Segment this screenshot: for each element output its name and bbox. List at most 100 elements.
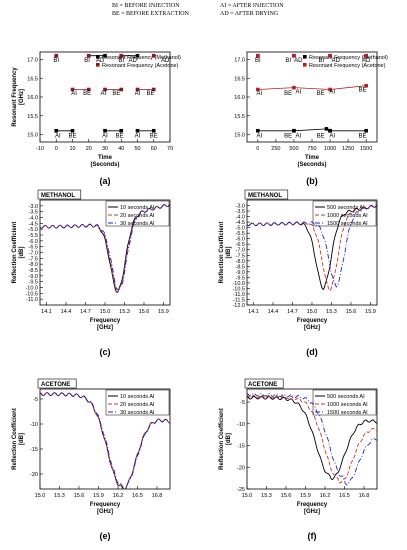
sample-tag: METHANOL bbox=[41, 193, 75, 199]
y-tick-label: -8.5 bbox=[29, 268, 38, 274]
data-point bbox=[324, 127, 329, 131]
x-tick-label: 15.0 bbox=[242, 493, 253, 499]
series-line bbox=[247, 394, 377, 484]
sample-tag: METHANOL bbox=[248, 193, 282, 199]
x-tick-label: 15.3 bbox=[261, 493, 272, 499]
chart-c: 14.1 14.4 14.7 15.0 15.3 15.6 15.9 -3.0-3.5-4.0… bbox=[12, 189, 171, 357]
x-tick-label: 500 bbox=[289, 146, 298, 152]
annotation-label: AI bbox=[135, 91, 141, 97]
y-tick-label: -5.0 bbox=[236, 226, 245, 232]
annotation-label: BE bbox=[68, 134, 76, 140]
series-line bbox=[247, 392, 377, 486]
y-tick-label: 17.0 bbox=[234, 58, 245, 64]
x-tick-label: 15.9 bbox=[300, 493, 311, 499]
data-point bbox=[292, 85, 296, 90]
annotation-label: BE bbox=[116, 134, 124, 140]
x-tick-label: 10 bbox=[69, 146, 75, 152]
data-point bbox=[292, 128, 296, 133]
data-point bbox=[70, 128, 75, 133]
legend-label: 20 seconds AI bbox=[120, 402, 155, 408]
x-tick-label: -10 bbox=[36, 146, 44, 152]
x-axis-title: [GHz] bbox=[304, 509, 320, 515]
x-tick-label: 20 bbox=[86, 146, 92, 152]
legend-label: 10 seconds AI bbox=[120, 205, 155, 211]
legend-label: 30 seconds AI bbox=[120, 221, 155, 227]
series-line bbox=[257, 85, 367, 90]
data-point bbox=[364, 128, 368, 133]
x-axis-title: [GHz] bbox=[97, 509, 113, 515]
annotation-label: AI bbox=[101, 91, 107, 97]
data-point bbox=[256, 87, 260, 92]
data-point bbox=[103, 53, 107, 58]
data-point bbox=[364, 53, 368, 58]
y-axis-title: Reflection Coefficient bbox=[12, 408, 18, 470]
x-tick-label: 15.0 bbox=[100, 309, 111, 315]
x-tick-label: 15.3 bbox=[326, 309, 337, 315]
y-tick-label: -5.5 bbox=[236, 231, 245, 237]
annotation-label: AD bbox=[128, 58, 137, 64]
x-tick-label: 60 bbox=[151, 146, 157, 152]
legend-marker bbox=[303, 55, 307, 59]
x-tick-label: 14.1 bbox=[248, 309, 259, 315]
sample-tag-box bbox=[244, 378, 284, 389]
legend-label: 1500 seconds AI bbox=[327, 410, 368, 416]
annotation-label: AD bbox=[294, 58, 303, 64]
annotation-label: AD bbox=[96, 58, 105, 64]
annotation-label: BE bbox=[359, 87, 367, 93]
y-tick-label: -9.0 bbox=[29, 274, 38, 280]
legend-marker bbox=[303, 63, 307, 67]
y-tick-label: -5 bbox=[33, 397, 38, 403]
y-tick-label: -11.0 bbox=[26, 297, 38, 303]
legend-label: 500 seconds AI bbox=[327, 394, 365, 400]
x-tick-label: 15.9 bbox=[158, 309, 169, 315]
y-tick-label: -7.0 bbox=[29, 251, 38, 257]
legend-label: Resonant Frequency (Methanol) bbox=[309, 55, 388, 61]
x-tick-label: 15.6 bbox=[281, 493, 292, 499]
y-tick-label: -9.0 bbox=[236, 270, 245, 276]
sample-tag: ACETONE bbox=[41, 382, 70, 388]
sample-tag-box bbox=[37, 378, 77, 389]
annotation-label: BI bbox=[53, 58, 59, 64]
annotation-label: AI bbox=[55, 134, 61, 140]
y-tick-label: 16.5 bbox=[27, 76, 38, 82]
x-tick-label: 15.3 bbox=[54, 493, 65, 499]
x-tick-label: 14.7 bbox=[287, 309, 298, 315]
y-axis-title: Reflection Coefficient bbox=[219, 222, 225, 284]
annotation-label: BE bbox=[112, 91, 120, 97]
annotation-label: BE bbox=[359, 134, 367, 140]
y-tick-label: -11.0 bbox=[233, 292, 245, 298]
x-tick-label: 15.9 bbox=[93, 493, 104, 499]
legend-label: Resonant Frequency (Acetone) bbox=[102, 63, 179, 69]
y-tick-label: -7.5 bbox=[29, 256, 38, 262]
data-point bbox=[135, 87, 140, 92]
chart-f: 15.0 15.3 15.6 15.9 16.2 16.5 16.8 -5 -10 -15 -20 -… bbox=[219, 378, 378, 541]
y-axis-title: Reflection Coefficient bbox=[12, 222, 18, 284]
annotation-label: AI bbox=[256, 91, 262, 97]
data-point bbox=[256, 128, 260, 133]
chart-d: 14.1 14.4 14.7 15.0 15.3 15.6 15.9 -3.0-3.5-4.0… bbox=[219, 189, 378, 357]
data-point bbox=[119, 53, 124, 58]
panel-label: (c) bbox=[100, 347, 111, 357]
annotation-label: BI bbox=[118, 58, 124, 64]
x-axis-title: Frequency bbox=[90, 502, 121, 508]
x-tick-label: 750 bbox=[307, 146, 316, 152]
y-tick-label: -5.5 bbox=[29, 233, 38, 239]
annotation-label: BE bbox=[83, 91, 91, 97]
y-axis-title: Reflection Coefficient bbox=[219, 408, 225, 470]
data-point bbox=[135, 128, 140, 133]
x-tick-label: 15.0 bbox=[307, 309, 318, 315]
y-tick-label: -15 bbox=[237, 444, 245, 450]
y-tick-label: -10.5 bbox=[232, 286, 245, 292]
y-tick-label: -25 bbox=[237, 487, 245, 493]
x-tick-label: 14.4 bbox=[61, 309, 72, 315]
annotation-label: AI bbox=[135, 134, 141, 140]
y-tick-label: -6.5 bbox=[29, 245, 38, 251]
legend-box bbox=[105, 200, 170, 227]
y-axis-title: [dB] bbox=[226, 433, 232, 445]
x-tick-label: 16.8 bbox=[152, 493, 163, 499]
y-tick-label: -5 bbox=[240, 400, 245, 406]
annotation-label: BI bbox=[319, 58, 325, 64]
data-point bbox=[151, 53, 156, 58]
legend-marker bbox=[96, 63, 100, 67]
header-right-1: AI = AFTER INJECTION bbox=[220, 3, 284, 9]
